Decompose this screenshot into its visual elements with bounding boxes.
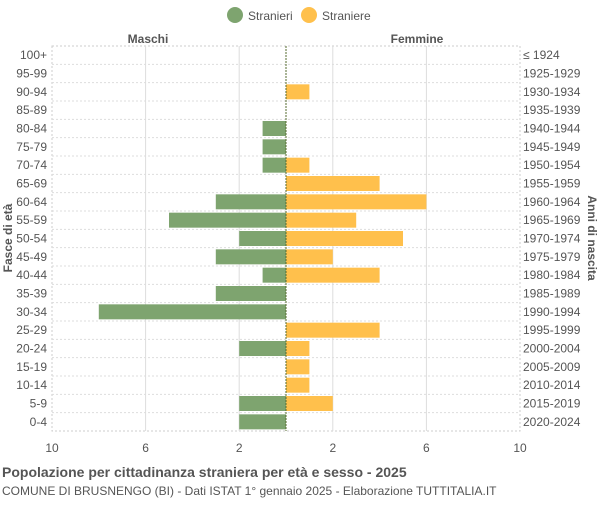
birth-year-label: 1985-1989 — [523, 287, 581, 301]
side-label-femmine: Femmine — [391, 32, 444, 46]
birth-year-label: 1995-1999 — [523, 323, 581, 337]
bar-male-20-24 — [239, 341, 286, 356]
bar-female-15-19 — [286, 359, 310, 375]
bar-female-45-49 — [286, 249, 333, 265]
y-axis-label-right: Anni di nascita — [585, 195, 599, 281]
age-group-label: 15-19 — [16, 360, 47, 374]
x-tick-label: 2 — [329, 441, 336, 455]
age-group-label: 90-94 — [16, 85, 47, 99]
age-group-label: 85-89 — [16, 103, 47, 117]
birth-year-label: 1975-1979 — [523, 250, 581, 264]
age-group-label: 80-84 — [16, 122, 47, 136]
birth-year-label: 1990-1994 — [523, 305, 581, 319]
age-group-label: 100+ — [20, 48, 47, 62]
bar-male-30-34 — [98, 304, 286, 320]
age-group-label: 50-54 — [16, 232, 47, 246]
birth-year-label: ≤ 1924 — [523, 48, 560, 62]
legend-label-stranieri: Stranieri — [248, 9, 293, 23]
bar-female-60-64 — [286, 194, 427, 210]
x-tick-label: 6 — [423, 441, 430, 455]
bar-female-5-9 — [286, 396, 333, 411]
bar-male-40-44 — [262, 267, 286, 283]
bar-female-65-69 — [286, 176, 380, 191]
age-group-label: 30-34 — [16, 305, 47, 319]
age-group-label: 5-9 — [30, 397, 48, 411]
bar-male-35-39 — [215, 286, 286, 301]
bar-male-80-84 — [262, 121, 286, 136]
age-group-label: 55-59 — [16, 213, 47, 227]
birth-year-label: 2015-2019 — [523, 397, 581, 411]
x-tick-label: 6 — [142, 441, 149, 455]
age-group-label: 20-24 — [16, 342, 47, 356]
birth-year-label: 1940-1944 — [523, 122, 581, 136]
birth-year-label: 1950-1954 — [523, 158, 581, 172]
age-group-label: 60-64 — [16, 195, 47, 209]
bar-male-75-79 — [262, 139, 286, 155]
age-group-label: 25-29 — [16, 323, 47, 337]
legend-marker-stranieri — [227, 7, 243, 23]
bar-male-0-4 — [239, 414, 286, 430]
bar-male-5-9 — [239, 396, 286, 411]
birth-year-label: 1970-1974 — [523, 232, 581, 246]
birth-year-label: 1945-1949 — [523, 140, 581, 154]
x-tick-label: 2 — [236, 441, 243, 455]
birth-year-label: 1930-1934 — [523, 85, 581, 99]
side-label-maschi: Maschi — [128, 32, 169, 46]
birth-year-label: 1955-1959 — [523, 177, 581, 191]
age-group-label: 95-99 — [16, 67, 47, 81]
bar-male-60-64 — [215, 194, 286, 210]
birth-year-label: 2000-2004 — [523, 342, 581, 356]
bar-male-45-49 — [215, 249, 286, 265]
legend-label-straniere: Straniere — [322, 9, 371, 23]
chart-subtitle: COMUNE DI BRUSNENGO (BI) - Dati ISTAT 1°… — [2, 484, 497, 498]
bar-male-55-59 — [169, 212, 286, 228]
age-group-label: 0-4 — [30, 415, 48, 429]
age-group-label: 75-79 — [16, 140, 47, 154]
x-tick-label: 10 — [45, 441, 59, 455]
birth-year-label: 2005-2009 — [523, 360, 581, 374]
bar-female-70-74 — [286, 157, 310, 173]
chart-title: Popolazione per cittadinanza straniera p… — [2, 464, 407, 480]
bar-female-20-24 — [286, 341, 310, 356]
birth-year-label: 1935-1939 — [523, 103, 581, 117]
legend-marker-straniere — [301, 7, 317, 23]
birth-year-label: 1960-1964 — [523, 195, 581, 209]
age-group-label: 40-44 — [16, 268, 47, 282]
age-group-label: 10-14 — [16, 378, 47, 392]
age-group-label: 70-74 — [16, 158, 47, 172]
birth-year-label: 1965-1969 — [523, 213, 581, 227]
age-group-label: 45-49 — [16, 250, 47, 264]
bar-male-50-54 — [239, 231, 286, 246]
bar-female-90-94 — [286, 84, 310, 100]
bar-female-50-54 — [286, 231, 403, 246]
legend: Stranieri Straniere — [227, 7, 371, 23]
bar-male-70-74 — [262, 157, 286, 173]
age-group-label: 65-69 — [16, 177, 47, 191]
birth-year-label: 1925-1929 — [523, 67, 581, 81]
x-tick-label: 10 — [513, 441, 527, 455]
bar-female-25-29 — [286, 322, 380, 338]
bar-female-40-44 — [286, 267, 380, 283]
birth-year-label: 2020-2024 — [523, 415, 581, 429]
birth-year-label: 2010-2014 — [523, 378, 581, 392]
age-group-label: 35-39 — [16, 287, 47, 301]
bar-female-10-14 — [286, 377, 310, 393]
y-axis-label-left: Fasce di età — [1, 203, 15, 272]
bar-female-55-59 — [286, 212, 357, 228]
birth-year-label: 1980-1984 — [523, 268, 581, 282]
